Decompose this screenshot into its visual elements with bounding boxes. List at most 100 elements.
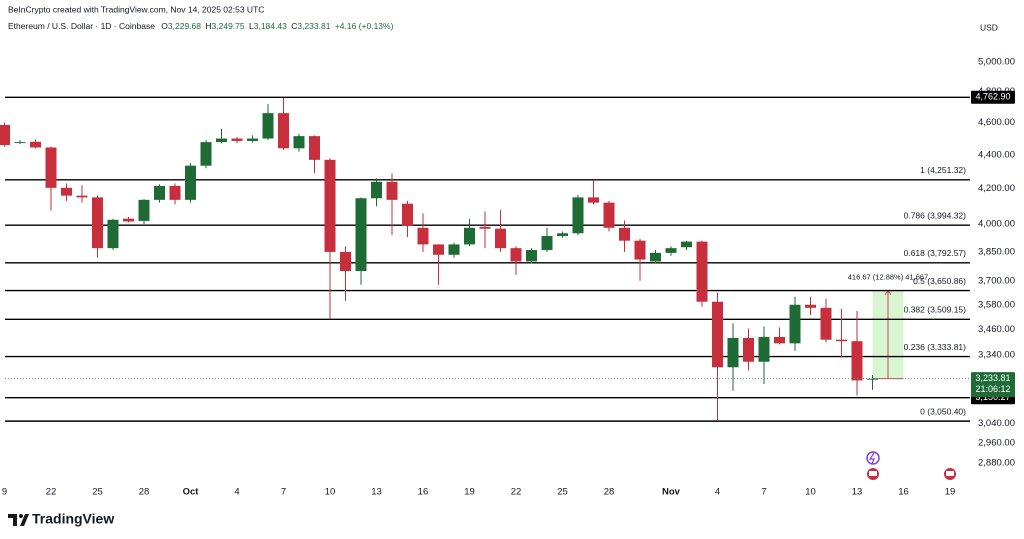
ohlc-label: H (205, 21, 211, 31)
candle-body (200, 142, 212, 166)
ohlc-label: L (249, 21, 254, 31)
y-tick-label: 5,000.00 (978, 56, 1015, 67)
candle-body (247, 138, 258, 141)
last-price-label: 3,233.81 (975, 373, 1010, 383)
ohlc-label: C (291, 21, 297, 31)
candle-body (61, 187, 72, 196)
y-tick-label: 4,000.00 (978, 219, 1015, 230)
fib-label: 0.236 (3,333.81) (904, 342, 967, 352)
candle-body (123, 218, 134, 222)
y-tick-label: 4,400.00 (978, 149, 1015, 160)
x-tick-label: 10 (805, 487, 816, 498)
candle-body (417, 227, 429, 245)
candle-body (588, 197, 599, 203)
candle-body (14, 142, 26, 144)
candle-body (572, 197, 584, 234)
fib-label: 1 (4,251.32) (920, 165, 966, 175)
x-tick-label: 13 (852, 487, 863, 498)
logo-mark (20, 514, 29, 526)
event-icon (866, 451, 880, 465)
event-icon (868, 452, 875, 465)
fib-label: 0.382 (3,509.15) (904, 305, 967, 315)
candle-body (76, 195, 88, 198)
candle-body (665, 248, 677, 253)
y-tick-label: 4,200.00 (978, 183, 1015, 194)
currency: USD (980, 22, 998, 32)
last-price-tag (971, 372, 1015, 398)
x-tick-label: 4 (715, 487, 720, 498)
countdown: 21:06:12 (975, 384, 1010, 394)
y-tick-label: 3,040.00 (978, 418, 1015, 429)
x-tick-label: 25 (557, 487, 568, 498)
x-tick-label: 28 (139, 487, 150, 498)
x-tick-label: 25 (92, 487, 103, 498)
x-tick-label: 28 (604, 487, 615, 498)
brand-logo: TradingView (8, 511, 114, 527)
fib-label: 0 (3,050.40) (920, 406, 966, 416)
event-icon (869, 471, 877, 476)
ohlc-value: 3,184.43 (254, 21, 287, 31)
event-icon (946, 471, 954, 476)
candle-body (169, 185, 181, 200)
plot-area (0, 96, 970, 422)
candle-body (154, 185, 165, 200)
ohlc-value: 3,249.75 (212, 21, 245, 31)
measure-label: 416.67 (12.88%) 41,667 (848, 273, 928, 282)
x-tick-label: 9 (2, 487, 7, 498)
brand: TradingView (32, 511, 114, 527)
candle-body (820, 307, 832, 340)
ohlc-label: O (161, 21, 168, 31)
y-tick-label: 4,600.00 (978, 117, 1015, 128)
candle-body (448, 244, 460, 255)
candle-body (634, 240, 646, 260)
candle-body (402, 203, 413, 226)
x-tick-label: 22 (511, 487, 522, 498)
y-tick-label: 3,850.00 (978, 246, 1015, 257)
candle-body (216, 138, 227, 143)
candle-body (758, 336, 770, 362)
y-tick-label: 2,960.00 (978, 437, 1015, 448)
candle-body (138, 199, 150, 221)
candle-body (355, 198, 367, 272)
candle-body (541, 236, 553, 251)
candle-body (386, 181, 398, 200)
y-tick-label: 3,700.00 (978, 275, 1015, 286)
x-tick-label: Nov (662, 487, 681, 498)
candle-body (340, 251, 351, 272)
candle-body (278, 113, 289, 149)
candle-body (324, 159, 336, 252)
candle-body (495, 228, 506, 249)
y-tick-label: 3,340.00 (978, 350, 1015, 361)
candle-body (696, 241, 708, 302)
candle-body (851, 341, 863, 381)
price-axis: 2,880.00 2,960.00 3,040.00 3,340.00 3,460.00… (971, 56, 1015, 468)
candle-body (433, 244, 444, 255)
y-tick-label: 3,460.00 (978, 324, 1015, 335)
ohlc-header: Ethereum / U.S. Dollar · 1D · Coinbase O… (8, 21, 394, 31)
candle-body (557, 233, 568, 237)
fib-label: 0.618 (3,792.57) (904, 248, 967, 258)
candle-body (0, 124, 10, 146)
candle-body (774, 336, 785, 344)
candle-body (510, 248, 522, 262)
candle-body (309, 136, 320, 160)
symbol: Ethereum / U.S. Dollar · 1D · Coinbase (8, 21, 155, 31)
logo-mark (19, 514, 23, 518)
x-tick-label: 22 (46, 487, 57, 498)
logo-mark (8, 514, 17, 526)
x-tick-label: 7 (761, 487, 766, 498)
y-tick-label: 3,580.00 (978, 299, 1015, 310)
candle-body (603, 202, 615, 228)
candle-body (231, 138, 243, 141)
x-tick-label: 16 (418, 487, 429, 498)
candle-body (836, 339, 847, 342)
candle-body (743, 337, 754, 362)
candle-body (262, 113, 274, 139)
credit: BeInCrypto created with TradingView.com,… (8, 4, 264, 14)
fib-label: 0.5 (3,650.86) (913, 276, 966, 286)
change: +4.16 (+0.13%) (335, 21, 394, 31)
candle-body (293, 136, 305, 149)
